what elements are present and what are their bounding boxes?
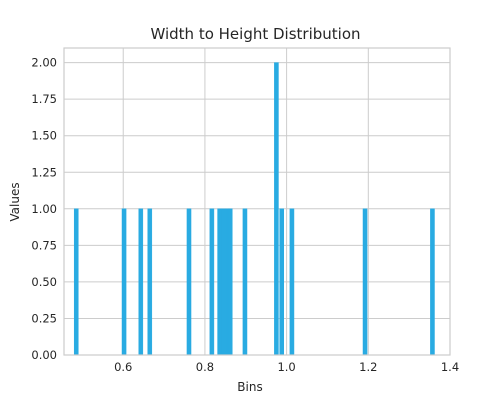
plot-frame bbox=[63, 47, 451, 356]
histogram-bar bbox=[147, 208, 153, 356]
histogram-bar bbox=[289, 208, 295, 356]
histogram-bar bbox=[73, 208, 79, 356]
histogram-bar bbox=[121, 208, 127, 356]
histogram-bar bbox=[209, 208, 215, 356]
histogram-bar bbox=[138, 208, 144, 356]
histogram-bar bbox=[362, 208, 368, 356]
y-tick-label: 1.00 bbox=[31, 202, 57, 216]
y-tick-label: 0.75 bbox=[31, 238, 57, 252]
x-tick-label: 1.4 bbox=[441, 360, 459, 374]
y-tick-label: 0.00 bbox=[31, 348, 57, 362]
y-tick-label: 0.25 bbox=[31, 311, 57, 325]
y-axis-label: Values bbox=[8, 182, 22, 221]
x-axis-label: Bins bbox=[237, 380, 262, 394]
histogram-bar bbox=[227, 208, 233, 356]
x-tick-label: 0.8 bbox=[196, 360, 214, 374]
y-ticks: 0.00 0.25 0.50 0.75 1.00 1.25 1.50 1.75 2.00 bbox=[31, 56, 57, 362]
histogram-bar bbox=[430, 208, 435, 356]
y-tick-label: 1.50 bbox=[31, 129, 57, 143]
x-tick-label: 0.6 bbox=[114, 360, 132, 374]
x-tick-label: 1.2 bbox=[359, 360, 377, 374]
y-tick-label: 2.00 bbox=[31, 56, 57, 70]
y-tick-label: 0.50 bbox=[31, 275, 57, 289]
chart-title: Width to Height Distribution bbox=[150, 25, 360, 43]
histogram-bar bbox=[186, 208, 192, 356]
histogram-bar bbox=[274, 62, 279, 356]
histogram-bar bbox=[279, 208, 285, 356]
y-tick-label: 1.75 bbox=[31, 92, 57, 106]
histogram-bar bbox=[221, 208, 227, 356]
histogram-bar bbox=[217, 208, 222, 356]
x-ticks: 0.6 0.8 1.0 1.2 1.4 bbox=[114, 360, 459, 374]
x-tick-label: 1.0 bbox=[277, 360, 295, 374]
histogram-bar bbox=[242, 208, 248, 356]
y-tick-label: 1.25 bbox=[31, 165, 57, 179]
